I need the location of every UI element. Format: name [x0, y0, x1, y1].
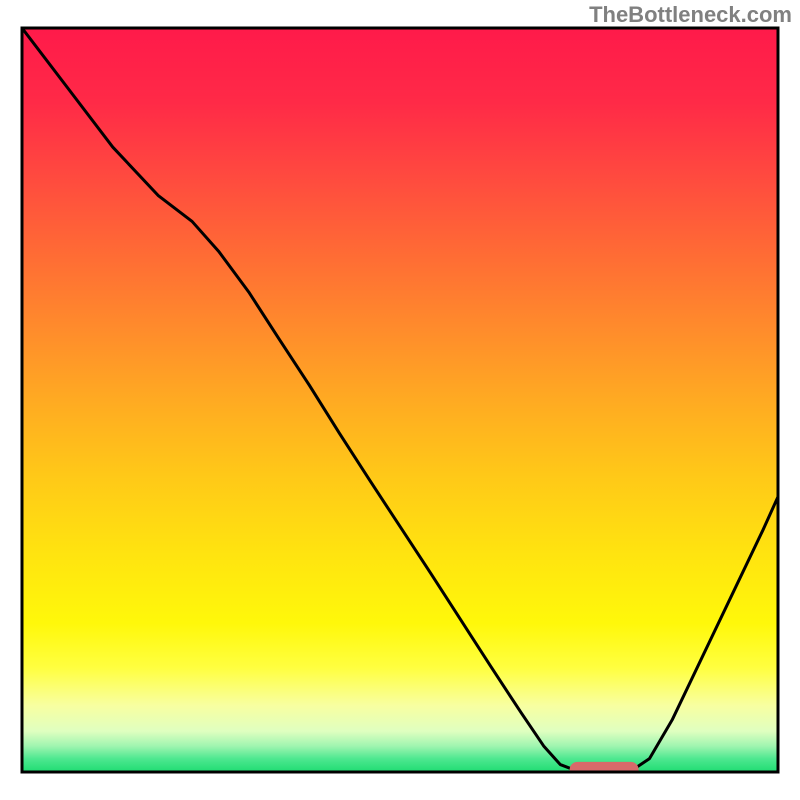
watermark-text: TheBottleneck.com [589, 2, 792, 28]
chart-container: { "watermark": { "text": "TheBottleneck.… [0, 0, 800, 800]
optimal-marker [570, 762, 638, 777]
plot-background [22, 28, 778, 772]
bottleneck-chart [0, 0, 800, 800]
